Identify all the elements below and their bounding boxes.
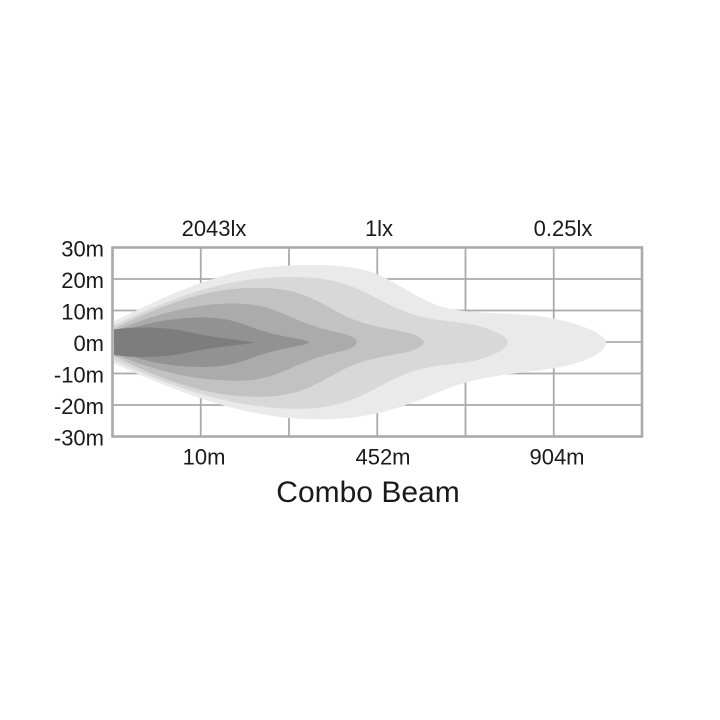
y-tick-10m: 10m	[61, 300, 104, 325]
beam-contours	[114, 264, 607, 420]
bottom-tick-10m: 10m	[183, 445, 226, 470]
top-tick-1lx: 1lx	[365, 216, 393, 241]
top-tick-2043lx: 2043lx	[182, 216, 247, 241]
y-axis-tick-labels: 30m 20m 10m 0m -10m -20m -30m	[54, 237, 104, 451]
chart-labels: 30m 20m 10m 0m -10m -20m -30m 2043lx 1lx…	[54, 216, 592, 509]
bottom-tick-452m: 452m	[355, 445, 410, 470]
y-tick-neg30m: -30m	[54, 426, 104, 451]
bottom-axis-tick-labels: 10m 452m 904m	[183, 445, 585, 470]
chart-title: Combo Beam	[276, 476, 459, 509]
y-tick-neg10m: -10m	[54, 363, 104, 388]
beam-contour-hotspot-core	[114, 327, 254, 358]
plot-border	[111, 246, 644, 438]
top-tick-025lx: 0.25lx	[534, 216, 593, 241]
bottom-tick-904m: 904m	[529, 445, 584, 470]
top-axis-tick-labels: 2043lx 1lx 0.25lx	[182, 216, 593, 241]
y-tick-neg20m: -20m	[54, 394, 104, 419]
y-tick-20m: 20m	[61, 268, 104, 293]
y-tick-30m: 30m	[61, 237, 104, 262]
y-tick-0m: 0m	[73, 331, 104, 356]
